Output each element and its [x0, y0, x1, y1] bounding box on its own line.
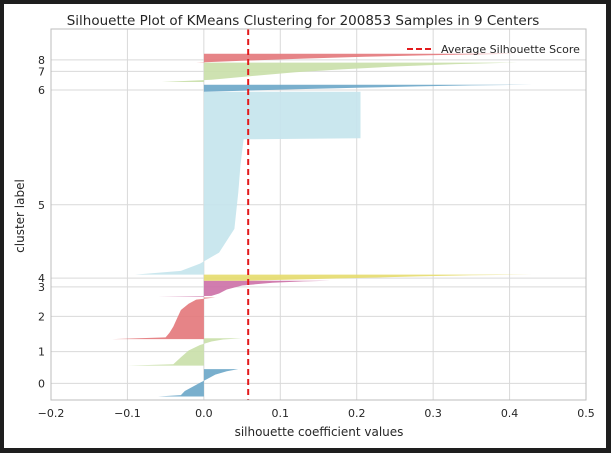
cluster-3-silhouette	[158, 280, 330, 297]
x-tick-label: −0.1	[114, 407, 141, 420]
cluster-2-silhouette	[112, 297, 216, 340]
y-tick-label: 7	[38, 65, 45, 78]
cluster-4-silhouette	[203, 274, 533, 281]
y-tick-label: 0	[38, 377, 45, 390]
legend-label: Average Silhouette Score	[441, 43, 580, 56]
x-tick-label: 0.4	[501, 407, 519, 420]
y-tick-label: 3	[38, 281, 45, 294]
x-tick-labels: −0.2 −0.1 0.0 0.1 0.2 0.3 0.4 0.5	[38, 407, 595, 420]
x-tick-label: 0.3	[424, 407, 442, 420]
x-axis-label: silhouette coefficient values	[235, 425, 404, 439]
x-tick-label: 0.5	[577, 407, 595, 420]
plot-border	[50, 28, 587, 401]
y-tick-label: 2	[38, 310, 45, 323]
cluster-silhouettes	[112, 53, 533, 397]
x-tick-label: 0.1	[272, 407, 290, 420]
y-tick-label: 5	[38, 199, 45, 212]
cluster-0-silhouette	[158, 369, 239, 397]
x-tick-label: 0.2	[348, 407, 366, 420]
chart-title: Silhouette Plot of KMeans Clustering for…	[67, 13, 540, 29]
legend: Average Silhouette Score	[407, 43, 580, 56]
chart-frame: Silhouette Plot of KMeans Clustering for…	[4, 4, 606, 448]
grid-lines	[50, 29, 587, 400]
y-tick-label: 1	[38, 346, 45, 359]
cluster-5-silhouette	[135, 91, 361, 275]
cluster-7-silhouette	[161, 62, 518, 82]
x-tick-label: 0.0	[195, 407, 213, 420]
cluster-6-silhouette	[203, 84, 533, 92]
y-tick-label: 6	[38, 84, 45, 97]
y-axis-label: cluster label	[13, 179, 27, 253]
y-tick-label: 8	[38, 54, 45, 67]
cluster-8-silhouette	[196, 53, 518, 63]
cluster-1-silhouette	[127, 338, 243, 366]
x-tick-label: −0.2	[38, 407, 65, 420]
silhouette-chart: Silhouette Plot of KMeans Clustering for…	[13, 13, 595, 439]
y-tick-label: 4	[38, 272, 45, 285]
